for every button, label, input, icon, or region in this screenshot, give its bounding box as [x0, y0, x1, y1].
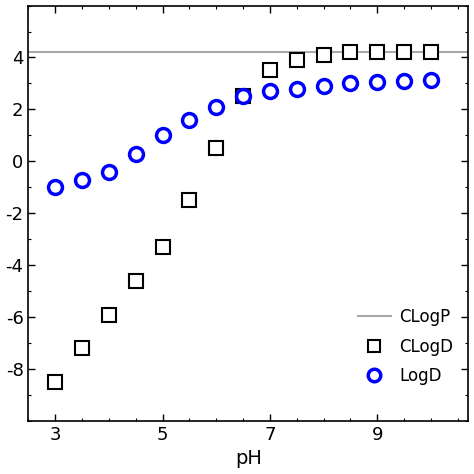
Legend: CLogP, CLogD, LogD: CLogP, CLogD, LogD	[351, 301, 460, 392]
X-axis label: pH: pH	[235, 449, 262, 468]
